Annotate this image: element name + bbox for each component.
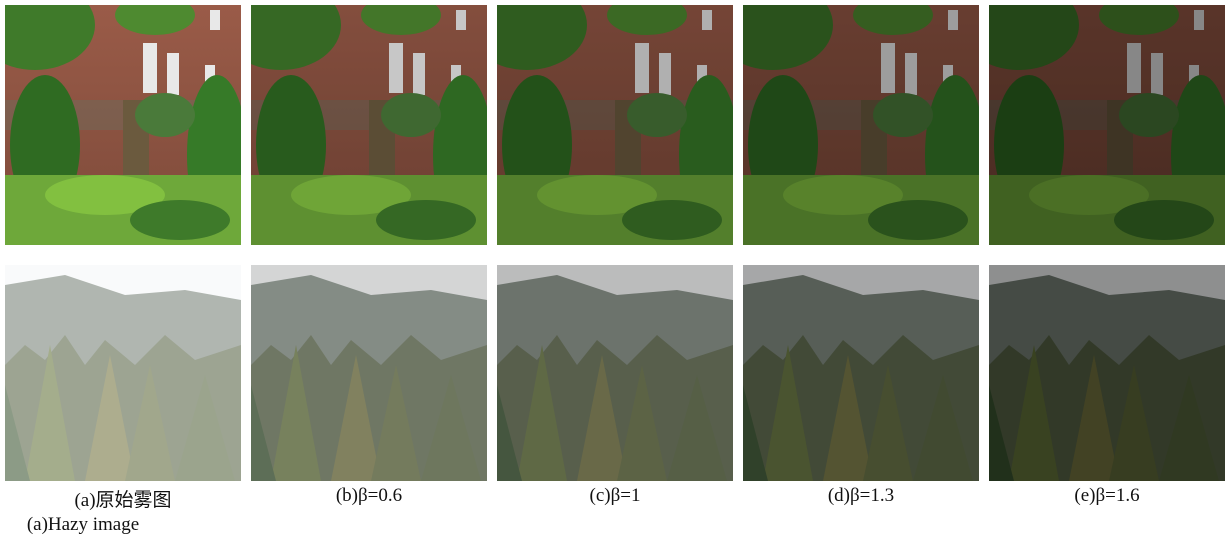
caption: (e)β=1.6 [989,485,1225,507]
caption: (d)β=1.3 [743,485,979,507]
forest-image [497,265,733,481]
garden-image [989,5,1225,245]
caption-english: (a)Hazy image [0,514,201,536]
figure: (a)原始雾图(a)Hazy image (b)β=0.6 (c)β=1 [0,0,1225,543]
forest-image [5,265,241,481]
garden-image [497,5,733,245]
forest-image [251,265,487,481]
caption: (c)β=1 [497,485,733,507]
forest-image [743,265,979,481]
caption: (b)β=0.6 [251,485,487,507]
garden-image [251,5,487,245]
caption: (a)原始雾图 [5,485,241,512]
forest-image [989,265,1225,481]
garden-image [743,5,979,245]
garden-image [5,5,241,245]
